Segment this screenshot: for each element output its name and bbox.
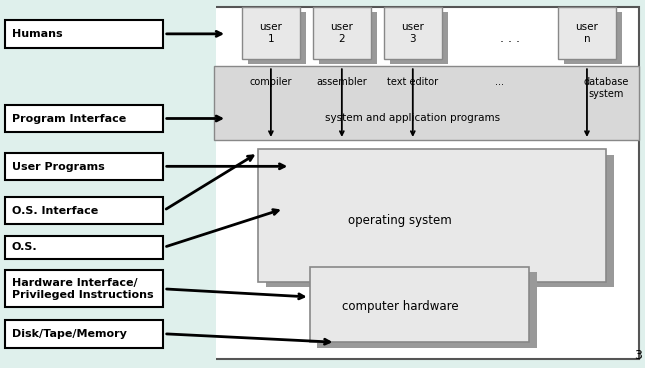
Bar — [317, 272, 537, 348]
Text: text editor: text editor — [387, 77, 439, 87]
Text: 3: 3 — [634, 350, 642, 362]
Text: O.S. Interface: O.S. Interface — [12, 206, 98, 216]
Bar — [266, 155, 614, 287]
Bar — [248, 12, 306, 64]
Bar — [5, 153, 163, 180]
Bar — [5, 105, 163, 132]
Bar — [5, 236, 163, 259]
Text: compiler: compiler — [250, 77, 292, 87]
Text: . . .: . . . — [499, 32, 520, 45]
Text: database
system: database system — [584, 77, 629, 99]
Text: user
1: user 1 — [259, 22, 283, 44]
Bar — [5, 197, 163, 224]
Text: operating system: operating system — [348, 214, 451, 227]
Bar — [558, 7, 616, 59]
Text: computer hardware: computer hardware — [342, 300, 458, 313]
Bar — [384, 7, 442, 59]
Text: user
3: user 3 — [401, 22, 424, 44]
Text: Program Interface: Program Interface — [12, 114, 126, 124]
Bar — [5, 320, 163, 348]
Text: Disk/Tape/Memory: Disk/Tape/Memory — [12, 329, 126, 339]
Bar — [214, 66, 639, 140]
Text: Hardware Interface/
Privileged Instructions: Hardware Interface/ Privileged Instructi… — [12, 278, 154, 300]
Bar — [313, 7, 371, 59]
Bar — [258, 149, 606, 282]
Bar — [319, 12, 377, 64]
Bar — [5, 270, 163, 307]
Bar — [242, 7, 300, 59]
Text: User Programs: User Programs — [12, 162, 104, 171]
Bar — [214, 7, 639, 359]
Bar — [310, 267, 529, 342]
Text: user
n: user n — [575, 22, 599, 44]
Bar — [5, 20, 163, 48]
Text: ...: ... — [495, 77, 504, 87]
Text: O.S.: O.S. — [12, 243, 37, 252]
Bar — [564, 12, 622, 64]
Bar — [390, 12, 448, 64]
Text: user
2: user 2 — [330, 22, 353, 44]
Bar — [0, 0, 216, 368]
Text: assembler: assembler — [317, 77, 367, 87]
Text: Humans: Humans — [12, 29, 62, 39]
Text: system and application programs: system and application programs — [325, 113, 501, 123]
